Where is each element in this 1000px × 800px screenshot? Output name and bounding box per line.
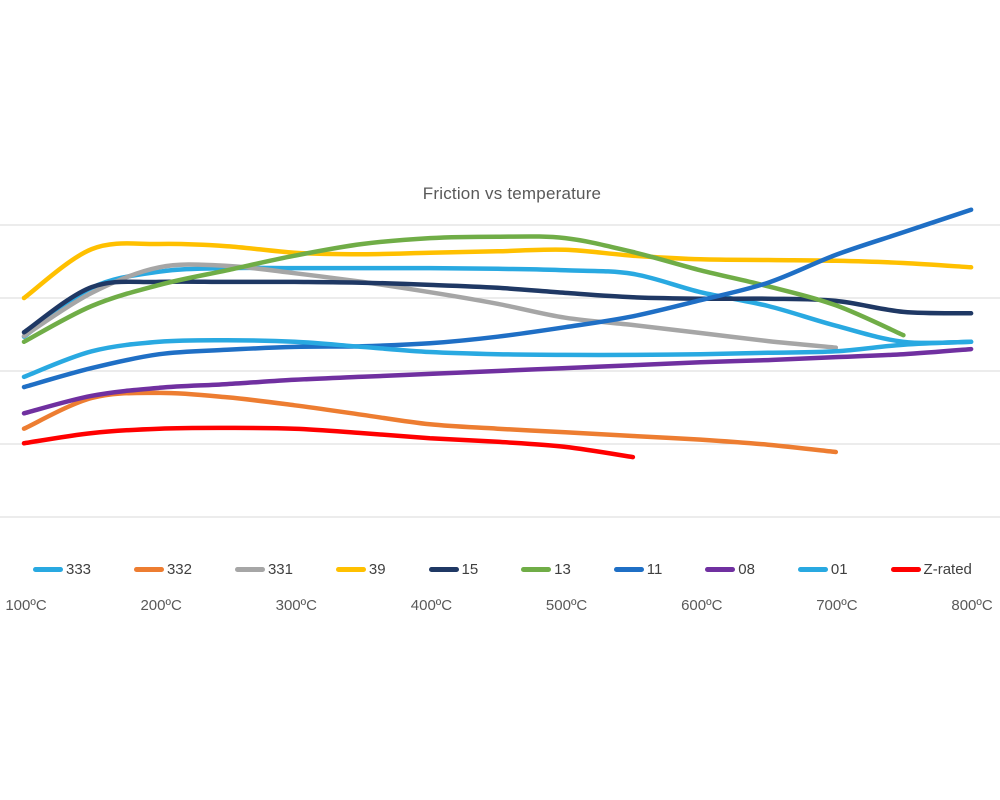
- legend-item-332[interactable]: 332: [133, 560, 192, 578]
- x-axis-label-200: 200ºC: [140, 597, 182, 614]
- series-line-11[interactable]: [21, 207, 974, 390]
- x-axis-label-400: 400ºC: [410, 597, 453, 614]
- chart-legend: 333 332 331 39 15 13 11 08 01 Z-rated: [0, 556, 1000, 582]
- legend-series-label: 331: [267, 560, 293, 578]
- legend-series-label: 11: [646, 560, 663, 578]
- legend-item-11[interactable]: 11: [613, 560, 663, 578]
- legend-item-15[interactable]: 15: [428, 560, 479, 578]
- legend-item-Z-rated[interactable]: Z-rated: [890, 560, 972, 578]
- legend-series-label: Z-rated: [923, 560, 972, 578]
- legend-series-label: 333: [66, 560, 92, 578]
- legend-series-label: 39: [368, 560, 386, 578]
- series-line-08[interactable]: [21, 346, 974, 416]
- legend-series-label: 332: [166, 560, 192, 578]
- x-axis-labels: 100ºC 200ºC 300ºC 400ºC 500ºC 600ºC 700ºC 800ºC: [0, 597, 1000, 617]
- series-line-331[interactable]: [21, 262, 839, 350]
- series-line-01[interactable]: [21, 338, 974, 380]
- series-line-39[interactable]: [21, 241, 974, 301]
- legend-item-13[interactable]: 13: [521, 561, 571, 578]
- legend-item-331[interactable]: 331: [234, 560, 293, 578]
- legend-series-swatch: [33, 566, 63, 572]
- legend-item-333[interactable]: 333: [33, 561, 91, 578]
- x-axis-label-700: 700ºC: [816, 597, 858, 614]
- legend-series-swatch: [428, 566, 459, 572]
- legend-series-label: 08: [738, 560, 755, 578]
- series-line-Z-rated[interactable]: [21, 425, 636, 460]
- legend-series-label: 15: [461, 560, 479, 578]
- legend-series-swatch: [133, 566, 164, 572]
- x-axis-label-800: 800ºC: [951, 597, 993, 614]
- legend-item-08[interactable]: 08: [705, 561, 755, 578]
- legend-series-swatch: [335, 566, 366, 572]
- legend-series-swatch: [797, 566, 828, 572]
- legend-item-01[interactable]: 01: [797, 560, 848, 578]
- legend-series-swatch: [890, 566, 921, 572]
- legend-series-swatch: [521, 566, 552, 572]
- x-axis-label-500: 500ºC: [545, 597, 588, 614]
- x-axis-label-300: 300ºC: [275, 597, 317, 614]
- legend-series-label: 01: [830, 560, 848, 578]
- legend-series-swatch: [234, 566, 265, 572]
- legend-series-swatch: [613, 566, 644, 572]
- legend-series-swatch: [705, 566, 736, 572]
- series-line-333[interactable]: [21, 265, 974, 346]
- x-axis-label-600: 600ºC: [681, 597, 723, 614]
- x-axis-label-100: 100ºC: [5, 597, 47, 614]
- legend-item-39[interactable]: 39: [335, 560, 386, 578]
- chart-title: Friction vs temperature: [422, 184, 602, 203]
- series-line-332[interactable]: [21, 390, 839, 455]
- legend-series-label: 13: [554, 560, 571, 578]
